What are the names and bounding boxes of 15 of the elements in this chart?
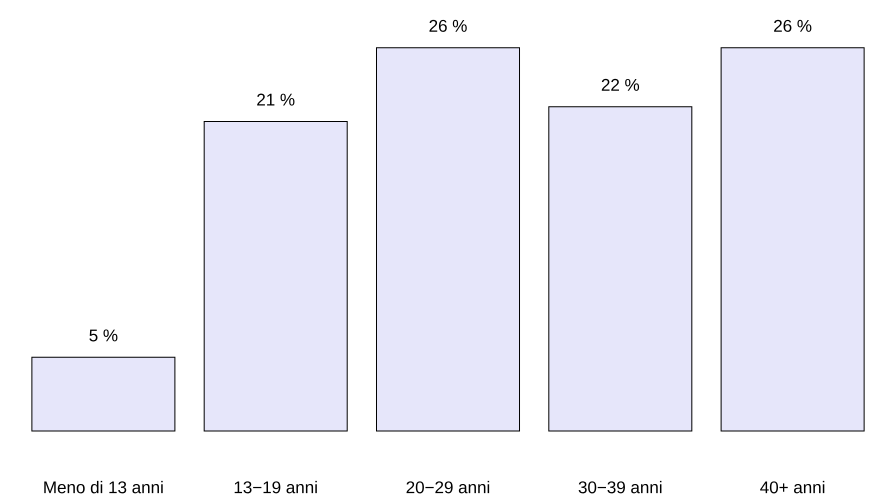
x-tick-label: 20−29 anni [406, 480, 490, 494]
bar [204, 120, 348, 432]
x-tick-label: 40+ anni [760, 480, 824, 494]
data-label: 26 % [429, 20, 467, 32]
data-label: 5 % [89, 329, 118, 342]
data-label: 26 % [774, 20, 812, 32]
x-tick-label: 13−19 anni [234, 480, 317, 494]
bar [720, 47, 865, 432]
bar [31, 356, 176, 432]
x-tick-label: 30−39 anni [578, 480, 662, 494]
bar [376, 47, 520, 432]
bar [548, 106, 692, 432]
x-tick-label: Meno di 13 anni [44, 480, 163, 494]
data-label: 21 % [257, 94, 294, 106]
data-label: 22 % [602, 78, 640, 91]
